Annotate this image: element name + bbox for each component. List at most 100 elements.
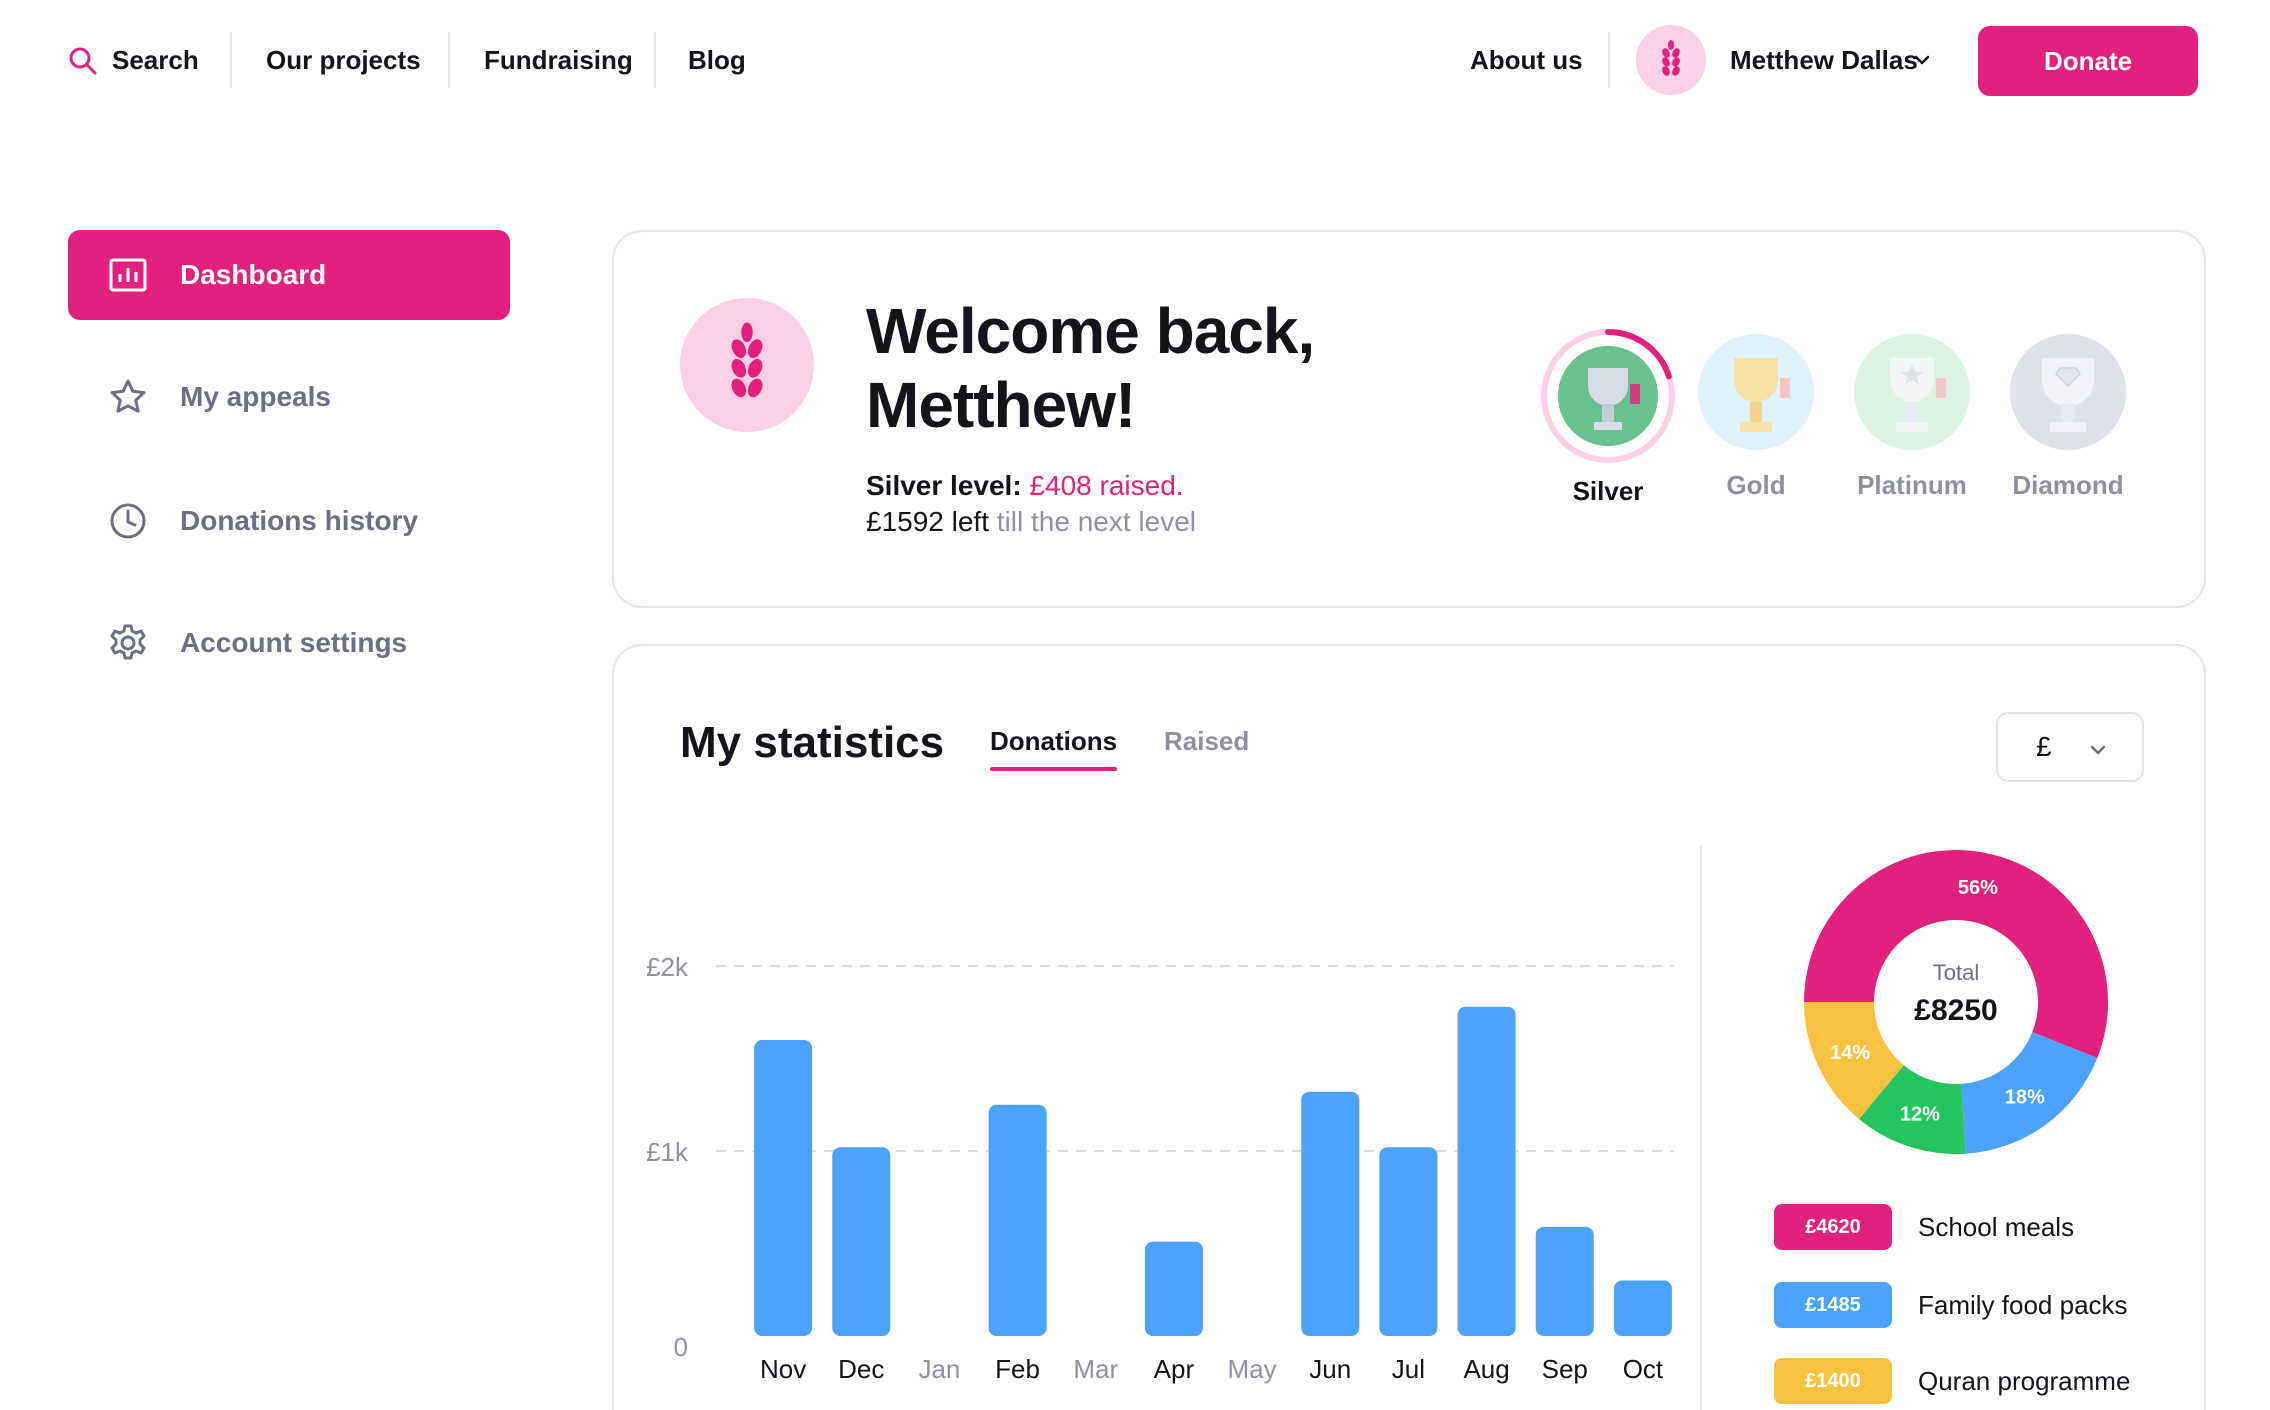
donut-slice-3[interactable] [1804,1002,1904,1120]
donate-button[interactable]: Donate [1978,26,2198,96]
bar-oct[interactable] [1613,1280,1672,1337]
x-tick-label: Feb [995,1354,1040,1384]
statistics-title: My statistics [680,718,945,767]
legend-label: Quran programme [1918,1365,2131,1396]
gear-icon [110,624,146,660]
next-level-info: £1592 left till the next level [866,504,1196,540]
legend-amount-badge: £1400 [1774,1358,1892,1404]
sidebar-item-label: Donations history [180,505,419,536]
user-avatar-large [680,298,814,432]
level-label-silver: Silver [1572,476,1644,506]
welcome-card: Welcome back, Metthew! Silver level: £40… [612,230,2206,608]
tab-donations[interactable]: Donations [990,726,1118,771]
dashboard-icon [109,258,147,292]
donations-bar-chart: 0 £1k £2k Nov Dec Jan Feb Mar Apr May Jun Jul Aug Sep… [646,952,1674,1384]
bar-sep[interactable] [1535,1226,1594,1336]
left-amount: £1592 left [866,506,989,537]
sidebar-item-label: My appeals [180,381,331,412]
legend-amount-badge: £4620 [1774,1204,1892,1250]
tab-raised[interactable]: Raised [1164,726,1250,756]
sidebar-item-dashboard[interactable]: Dashboard [68,230,510,320]
user-avatar[interactable] [1636,25,1706,95]
donut-slice-1[interactable] [1961,1032,2098,1154]
donut-percent-label: 18% [2005,1087,2045,1109]
bar-apr[interactable] [1144,1241,1203,1336]
gold-trophy-icon[interactable] [1696,332,1816,452]
nav-link-our-projects[interactable]: Our projects [266,45,421,75]
legend-item-quran-programme: £1400 Quran programme [1774,1358,2130,1404]
platinum-trophy-icon[interactable] [1852,332,1972,452]
x-tick-label: May [1228,1354,1277,1384]
bar-nov[interactable] [754,1040,813,1336]
x-tick-label: Sep [1542,1354,1588,1384]
donut-percent-label: 14% [1830,1042,1870,1064]
level-label: Silver level: [866,470,1022,501]
nav-link-blog[interactable]: Blog [688,45,746,75]
legend-label: Family food packs [1918,1289,2128,1320]
sidebar-item-label: Dashboard [180,259,327,290]
nav-link-fundraising[interactable]: Fundraising [484,45,633,75]
sidebar-item-label: Account settings [180,627,408,658]
level-status: Silver level: £408 raised. [866,468,1184,504]
nav-divider [448,32,450,88]
donut-center-value: £8250 [1914,994,1997,1027]
bar-dec[interactable] [832,1147,891,1336]
wheat-logo-icon [731,322,763,398]
statistics-card: My statistics Donations Raised £ 0 £1k £2k… [612,644,2206,1410]
bar-feb[interactable] [988,1104,1047,1336]
nav-link-about-us[interactable]: About us [1470,45,1583,75]
legend-item-school-meals: £4620 School meals [1774,1204,2074,1250]
x-tick-label: Jul [1392,1354,1425,1384]
diamond-trophy-icon[interactable] [2008,332,2128,452]
y-tick-label: 0 [674,1332,688,1362]
sidebar-item-my-appeals[interactable]: My appeals [68,352,510,442]
search-icon[interactable] [68,46,98,76]
bar-jun[interactable] [1301,1091,1360,1336]
user-menu-name[interactable]: Metthew Dallas [1730,45,1918,75]
x-tick-label: Jan [918,1354,960,1384]
legend-item-family-food-packs: £1485 Family food packs [1774,1282,2128,1328]
left-text: till the next level [996,506,1196,537]
welcome-heading-line1: Welcome back, [866,295,1315,367]
donations-donut-chart: 56% 18% 12% 14% Total £8250 [1804,850,2108,1154]
y-tick-label: £2k [646,952,689,982]
chevron-down-icon [2090,745,2106,755]
currency-select[interactable]: £ [1996,712,2144,782]
bar-jul[interactable] [1379,1147,1438,1336]
nav-divider [654,32,656,88]
nav-divider [230,32,232,88]
donut-slice-0[interactable] [1804,850,2108,1058]
legend-amount-badge: £1485 [1774,1282,1892,1328]
x-tick-label: Aug [1463,1354,1509,1384]
x-tick-label: Mar [1073,1354,1118,1384]
x-tick-label: Jun [1309,1354,1351,1384]
x-tick-label: Nov [760,1354,806,1384]
bar-aug[interactable] [1457,1006,1516,1336]
y-tick-label: £1k [646,1137,689,1167]
donut-center-label: Total [1933,960,1979,985]
x-tick-label: Apr [1154,1354,1195,1384]
welcome-heading: Welcome back, Metthew! [866,294,1315,442]
chart-divider [1700,846,1702,1410]
nav-search-link[interactable]: Search [112,45,199,75]
sidebar-item-donations-history[interactable]: Donations history [68,476,510,566]
level-label-platinum: Platinum [1857,470,1967,500]
silver-trophy-icon[interactable] [1538,326,1678,466]
top-navigation: Search Our projects Fundraising Blog Abo… [0,0,2270,118]
level-label-diamond: Diamond [2012,470,2124,500]
level-label-gold: Gold [1726,470,1786,500]
donut-percent-label: 12% [1900,1103,1940,1125]
currency-value: £ [2036,731,2052,762]
donut-percent-label: 56% [1958,877,1998,899]
x-tick-label: Oct [1623,1354,1664,1384]
clock-icon [110,503,146,539]
welcome-heading-line2: Metthew! [866,369,1136,441]
star-icon [110,379,146,413]
x-tick-label: Dec [838,1354,884,1384]
legend-label: School meals [1918,1211,2075,1242]
chevron-down-icon[interactable] [1912,50,1932,70]
donut-slice-2[interactable] [1859,1065,1966,1154]
nav-divider [1608,32,1610,88]
sidebar-item-account-settings[interactable]: Account settings [68,598,510,688]
raised-amount: £408 raised. [1029,470,1184,501]
